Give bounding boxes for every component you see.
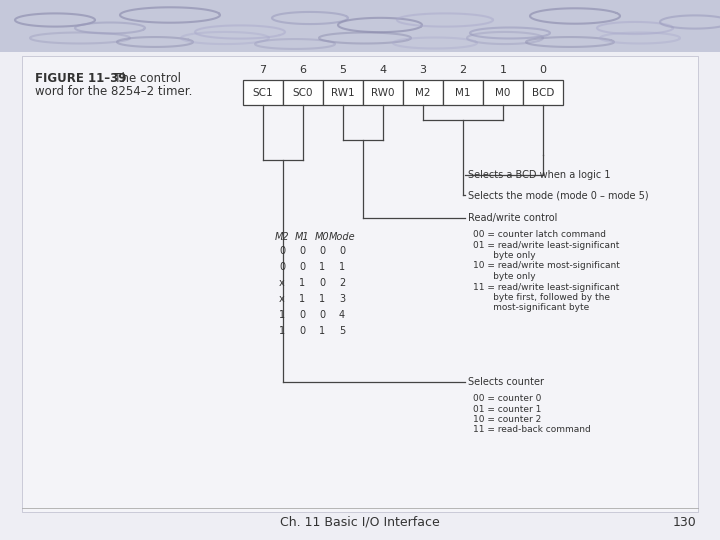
Text: SC1: SC1 (253, 87, 274, 98)
Text: SC0: SC0 (293, 87, 313, 98)
Text: most-significant byte: most-significant byte (473, 303, 589, 313)
Text: byte first, followed by the: byte first, followed by the (473, 293, 610, 302)
Text: 0: 0 (319, 278, 325, 288)
Text: byte only: byte only (473, 251, 536, 260)
Text: 0: 0 (299, 262, 305, 272)
Text: 1: 1 (299, 278, 305, 288)
Text: BCD: BCD (532, 87, 554, 98)
Text: M1: M1 (455, 87, 471, 98)
Text: 5: 5 (339, 326, 345, 336)
Text: 00 = counter latch command: 00 = counter latch command (473, 230, 606, 239)
Text: 3: 3 (339, 294, 345, 304)
Text: 10 = counter 2: 10 = counter 2 (473, 415, 541, 424)
Text: 0: 0 (279, 246, 285, 256)
Text: 10 = read/write most-significant: 10 = read/write most-significant (473, 261, 620, 271)
Text: 11 = read/write least-significant: 11 = read/write least-significant (473, 282, 619, 292)
Text: 1: 1 (299, 294, 305, 304)
Text: 2: 2 (339, 278, 345, 288)
Text: M2: M2 (275, 232, 289, 242)
Text: 00 = counter 0: 00 = counter 0 (473, 394, 541, 403)
Text: 0: 0 (539, 65, 546, 75)
Text: 0: 0 (319, 246, 325, 256)
Text: 1: 1 (319, 326, 325, 336)
Bar (22, 56, 698, 512)
Text: Selects a BCD when a logic 1: Selects a BCD when a logic 1 (468, 170, 611, 180)
Bar (243, 80, 283, 105)
Text: RW1: RW1 (331, 87, 355, 98)
Text: x: x (279, 278, 285, 288)
Text: 1: 1 (279, 326, 285, 336)
Text: M2: M2 (415, 87, 431, 98)
Text: Read/write control: Read/write control (468, 213, 557, 223)
Text: M0: M0 (495, 87, 510, 98)
Text: 0: 0 (319, 310, 325, 320)
Text: The control: The control (103, 72, 181, 85)
Text: Ch. 11 Basic I/O Interface: Ch. 11 Basic I/O Interface (280, 516, 440, 529)
Text: FIGURE 11–39: FIGURE 11–39 (35, 72, 127, 85)
Bar (0, 0, 720, 52)
Text: 1: 1 (319, 262, 325, 272)
Text: 0: 0 (299, 310, 305, 320)
Text: Selects the mode (mode 0 – mode 5): Selects the mode (mode 0 – mode 5) (468, 190, 649, 200)
Bar (483, 80, 523, 105)
Text: 1: 1 (500, 65, 506, 75)
Bar (443, 80, 483, 105)
Text: 2: 2 (459, 65, 467, 75)
Text: 3: 3 (420, 65, 426, 75)
Text: 01 = read/write least-significant: 01 = read/write least-significant (473, 240, 619, 249)
Text: 1: 1 (279, 310, 285, 320)
Text: RW0: RW0 (372, 87, 395, 98)
Text: M0: M0 (315, 232, 329, 242)
Text: 11 = read-back command: 11 = read-back command (473, 426, 590, 435)
Text: M1: M1 (294, 232, 310, 242)
Bar (363, 80, 403, 105)
Text: 0: 0 (339, 246, 345, 256)
Bar (403, 80, 443, 105)
Text: 4: 4 (339, 310, 345, 320)
Text: Mode: Mode (329, 232, 355, 242)
Text: 1: 1 (319, 294, 325, 304)
Text: 4: 4 (379, 65, 387, 75)
Text: 7: 7 (259, 65, 266, 75)
Text: 01 = counter 1: 01 = counter 1 (473, 404, 541, 414)
Bar (523, 80, 563, 105)
Bar (283, 80, 323, 105)
Text: word for the 8254–2 timer.: word for the 8254–2 timer. (35, 85, 192, 98)
Text: Selects counter: Selects counter (468, 377, 544, 387)
Text: byte only: byte only (473, 272, 536, 281)
Text: 5: 5 (340, 65, 346, 75)
Text: 130: 130 (672, 516, 696, 529)
Text: 1: 1 (339, 262, 345, 272)
Text: x: x (279, 294, 285, 304)
Text: 0: 0 (279, 262, 285, 272)
Text: 0: 0 (299, 326, 305, 336)
Text: 6: 6 (300, 65, 307, 75)
Text: 0: 0 (299, 246, 305, 256)
Bar (323, 80, 363, 105)
